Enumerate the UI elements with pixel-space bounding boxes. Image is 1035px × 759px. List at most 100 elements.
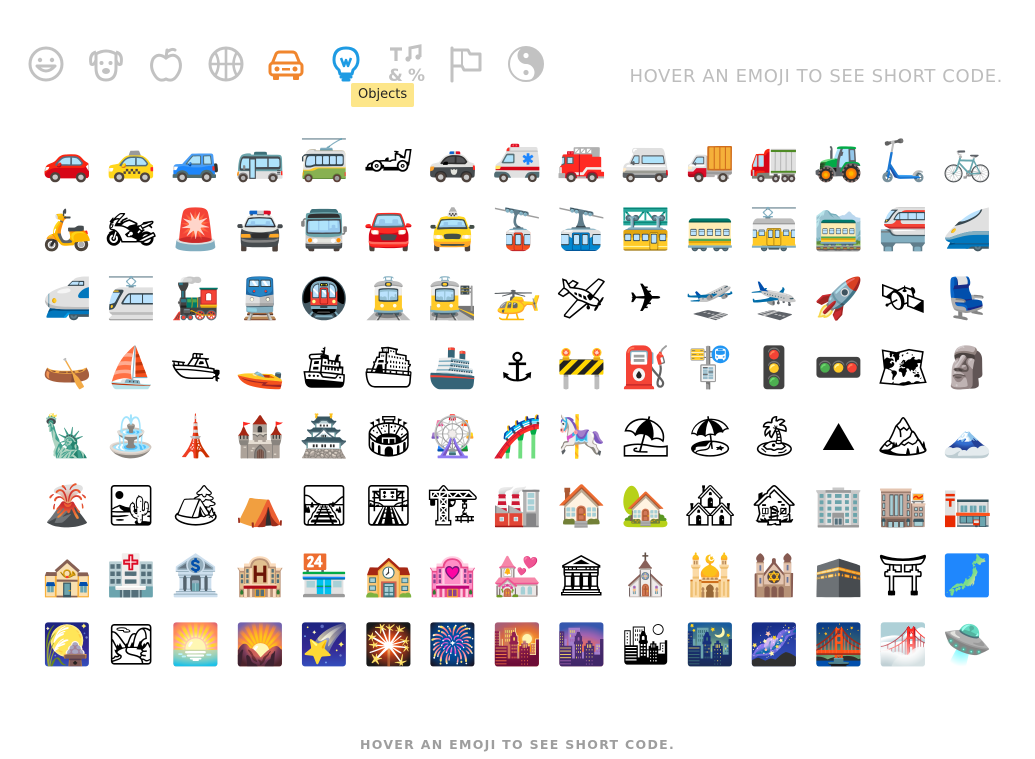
emoji-item[interactable]: 🗿 <box>942 345 993 392</box>
emoji-item[interactable]: 🚓 <box>427 138 478 184</box>
emoji-item[interactable]: 🏠 <box>556 483 607 530</box>
emoji-item[interactable]: 🌃 <box>685 621 735 668</box>
emoji-item[interactable]: ⛪ <box>620 552 671 599</box>
emoji-item[interactable]: ⛱ <box>620 414 672 461</box>
category-symbols[interactable]: & % <box>384 42 428 86</box>
emoji-item[interactable]: 🚍 <box>299 207 350 254</box>
emoji-item[interactable]: ⛺ <box>234 483 285 530</box>
emoji-item[interactable]: 💺 <box>942 276 993 323</box>
emoji-item[interactable]: 🌇 <box>492 621 542 668</box>
emoji-item[interactable]: 🏝 <box>748 414 800 461</box>
category-animals[interactable] <box>84 42 128 86</box>
emoji-item[interactable]: 🌌 <box>749 621 800 668</box>
category-smileys[interactable] <box>24 42 68 86</box>
emoji-item[interactable]: 🚚 <box>685 138 735 184</box>
emoji-item[interactable]: 🏢 <box>813 483 864 530</box>
emoji-item[interactable]: 🏬 <box>877 483 928 530</box>
emoji-item[interactable]: 🚋 <box>749 207 800 254</box>
emoji-item[interactable]: 🚦 <box>749 345 800 392</box>
emoji-item[interactable]: ✈ <box>628 276 663 323</box>
emoji-item[interactable]: 🚟 <box>620 207 671 254</box>
emoji-item[interactable]: 🏚 <box>748 483 800 530</box>
emoji-item[interactable]: 🚈 <box>106 276 157 323</box>
emoji-item[interactable]: 🎠 <box>556 414 607 461</box>
emoji-item[interactable]: 🛤 <box>298 483 350 530</box>
emoji-item[interactable]: 🛬 <box>749 276 800 323</box>
emoji-item[interactable]: 🚛 <box>749 138 800 184</box>
emoji-item[interactable]: 🌠 <box>299 621 350 668</box>
emoji-item[interactable]: 🚜 <box>813 138 864 184</box>
emoji-item[interactable]: 🚲 <box>942 138 993 184</box>
emoji-item[interactable]: 🎢 <box>492 414 542 461</box>
emoji-item[interactable]: 🚑 <box>492 138 542 184</box>
emoji-item[interactable]: 🚆 <box>234 276 285 323</box>
emoji-item[interactable]: 🚏 <box>685 345 735 392</box>
emoji-item[interactable]: 🏗 <box>427 483 479 530</box>
emoji-item[interactable]: 🛣 <box>363 483 414 530</box>
emoji-item[interactable]: 🗾 <box>942 552 993 599</box>
emoji-item[interactable]: 🚉 <box>427 276 478 323</box>
emoji-item[interactable]: 🏫 <box>363 552 414 599</box>
emoji-item[interactable]: 🛫 <box>685 276 735 323</box>
emoji-item[interactable]: 🚠 <box>556 207 607 254</box>
emoji-item[interactable]: 🎆 <box>427 621 478 668</box>
emoji-item[interactable]: 🚌 <box>234 138 285 184</box>
emoji-item[interactable]: 🏔 <box>877 414 929 461</box>
emoji-item[interactable]: 🏯 <box>299 414 350 461</box>
emoji-item[interactable]: 🏟 <box>363 414 414 461</box>
emoji-item[interactable]: 🚁 <box>492 276 542 323</box>
emoji-item[interactable]: 🎡 <box>427 414 478 461</box>
emoji-item[interactable]: 🗼 <box>170 414 221 461</box>
emoji-item[interactable]: 🚄 <box>942 207 993 254</box>
category-yin-yang[interactable] <box>504 42 548 86</box>
emoji-item[interactable]: 🚇 <box>299 276 350 323</box>
emoji-item[interactable]: ⛽ <box>620 345 671 392</box>
emoji-item[interactable]: ⚓ <box>499 345 535 392</box>
emoji-item[interactable]: 🛸 <box>942 621 993 668</box>
emoji-item[interactable]: 🎑 <box>42 621 92 668</box>
emoji-item[interactable]: 🌆 <box>556 621 607 668</box>
emoji-item[interactable]: 🛩 <box>555 276 607 323</box>
emoji-item[interactable]: 🚘 <box>363 207 414 254</box>
emoji-item[interactable]: 🌄 <box>234 621 285 668</box>
emoji-item[interactable]: 🏞 <box>105 621 157 668</box>
emoji-item[interactable]: 🛶 <box>42 345 92 392</box>
emoji-item[interactable]: 🚖 <box>427 207 478 254</box>
category-flags[interactable] <box>444 42 488 86</box>
emoji-item[interactable]: 🚥 <box>813 345 864 392</box>
emoji-item[interactable]: 🌋 <box>42 483 92 530</box>
emoji-item[interactable]: 🚧 <box>556 345 607 392</box>
emoji-item[interactable]: 🏣 <box>942 483 993 530</box>
emoji-item[interactable]: 🚗 <box>42 138 92 184</box>
emoji-item[interactable]: ⛩ <box>877 552 929 599</box>
emoji-item[interactable]: 🎇 <box>363 621 414 668</box>
emoji-item[interactable]: ⛰ <box>821 414 856 461</box>
emoji-item[interactable]: 🕍 <box>749 552 800 599</box>
emoji-item[interactable]: 🗻 <box>942 414 993 461</box>
emoji-item[interactable]: 🗽 <box>42 414 92 461</box>
emoji-item[interactable]: 🛳 <box>298 345 350 392</box>
emoji-item[interactable]: 🏰 <box>234 414 285 461</box>
emoji-item[interactable]: 🚤 <box>234 345 285 392</box>
emoji-item[interactable]: 🚡 <box>492 207 542 254</box>
emoji-item[interactable]: 🏍 <box>105 207 157 254</box>
emoji-item[interactable]: 🏭 <box>492 483 542 530</box>
emoji-item[interactable]: 🏙 <box>620 621 672 668</box>
emoji-item[interactable]: 🚝 <box>877 207 928 254</box>
emoji-item[interactable]: 🚊 <box>363 276 414 323</box>
emoji-item[interactable]: 🕌 <box>685 552 735 599</box>
category-activity[interactable] <box>204 42 248 86</box>
emoji-item[interactable]: 🏪 <box>299 552 350 599</box>
category-travel[interactable] <box>264 42 308 86</box>
emoji-item[interactable]: 🚔 <box>234 207 285 254</box>
emoji-item[interactable]: 🕋 <box>813 552 864 599</box>
emoji-item[interactable]: 🚢 <box>427 345 478 392</box>
emoji-item[interactable]: ⛵ <box>106 345 157 392</box>
emoji-item[interactable]: 🛴 <box>877 138 928 184</box>
emoji-item[interactable]: 🚒 <box>556 138 607 184</box>
emoji-item[interactable]: 🏖 <box>684 414 736 461</box>
emoji-item[interactable]: 🏘 <box>684 483 736 530</box>
category-objects[interactable] <box>324 42 368 86</box>
emoji-item[interactable]: 🚂 <box>170 276 221 323</box>
emoji-item[interactable]: 🛰 <box>877 276 929 323</box>
